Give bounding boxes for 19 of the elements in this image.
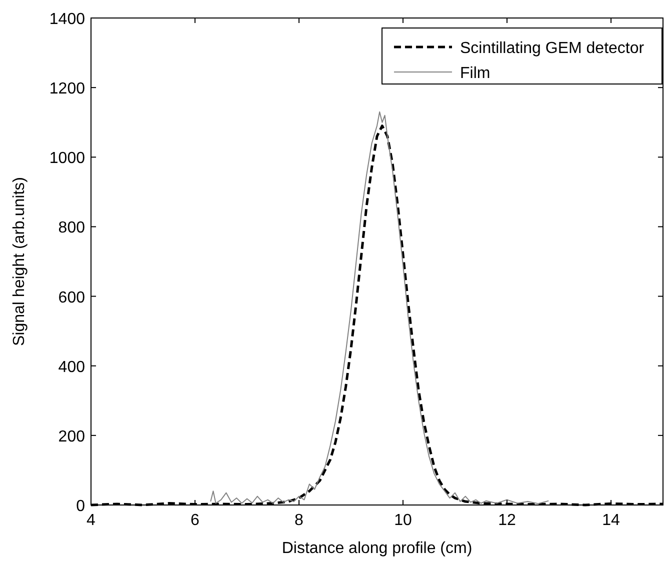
- x-tick-label: 10: [394, 512, 412, 529]
- x-tick-label: 12: [498, 512, 516, 529]
- y-axis-title: Signal height (arb.units): [11, 177, 28, 346]
- y-tick-label: 600: [58, 289, 86, 306]
- x-axis-title: Distance along profile (cm): [282, 540, 472, 557]
- x-tick-label: 4: [86, 512, 96, 529]
- y-tick-label: 400: [58, 358, 86, 376]
- y-tick-label: 800: [58, 220, 86, 237]
- y-tick-label: 0: [76, 498, 86, 515]
- legend-label: Film: [460, 65, 490, 82]
- legend-label: Scintillating GEM detector: [460, 40, 645, 57]
- line-series: [210, 111, 550, 504]
- x-tick-label: 6: [190, 512, 200, 529]
- x-tick-label: 14: [602, 512, 620, 529]
- y-tick-label: 1400: [49, 11, 86, 28]
- y-tick-label: 1000: [49, 150, 86, 168]
- y-tick-label: 200: [58, 428, 86, 446]
- x-tick-label: 8: [294, 512, 304, 529]
- y-tick-label: 1200: [49, 80, 86, 98]
